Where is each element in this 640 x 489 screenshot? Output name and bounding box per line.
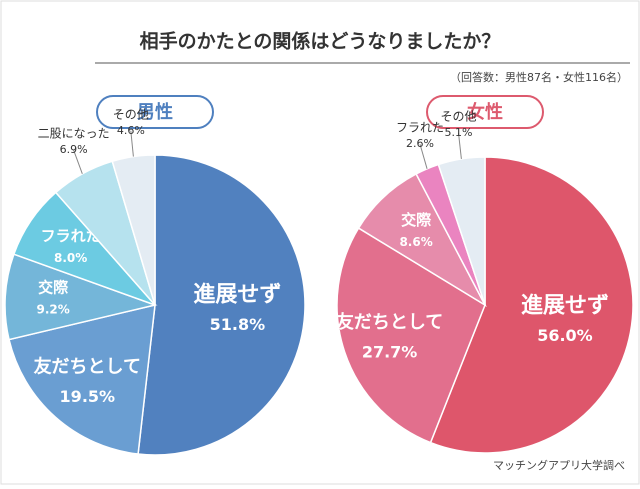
note: （回答数：男性87名・女性116名）: [450, 70, 628, 84]
slice-label: フラれた: [396, 121, 444, 135]
leader-line: [458, 133, 462, 159]
slice-label: 交際: [401, 211, 432, 229]
slice-label: 友だちとして: [34, 355, 141, 377]
leader-line: [73, 149, 83, 174]
pie-slice: [8, 304, 156, 455]
slice-value: 5.1%: [445, 126, 473, 139]
slice-label: フラれた: [41, 227, 101, 245]
slice-label: 交際: [38, 279, 69, 297]
slice-label: 二股になった: [38, 127, 110, 141]
slice-label: 進展せず: [193, 283, 281, 308]
slice-value: 27.7%: [362, 343, 418, 362]
slice-value: 19.5%: [60, 387, 116, 406]
leader-line: [419, 144, 428, 169]
slice-value: 51.8%: [210, 315, 266, 334]
slice-value: 8.0%: [54, 251, 87, 265]
pie-slice: [437, 156, 486, 306]
slice-value: 6.9%: [60, 143, 88, 156]
slice-label: その他: [441, 110, 477, 124]
pie-slice: [4, 253, 158, 341]
slice-label: その他: [113, 107, 149, 121]
pie-slice: [137, 154, 306, 456]
slice-label: 進展せず: [521, 293, 609, 318]
slice-value: 9.2%: [37, 303, 70, 317]
pie-slice: [336, 227, 486, 444]
pie-slice: [429, 156, 634, 454]
pie-title-box: [426, 95, 544, 129]
pie-title: 男性: [137, 101, 173, 123]
pie-title: 女性: [467, 101, 503, 123]
slice-value: 8.6%: [399, 235, 432, 249]
slice-value: 56.0%: [537, 326, 593, 345]
pie-slice: [111, 154, 156, 306]
slice-label: 友だちとして: [336, 311, 443, 333]
source: マッチングアプリ大学調べ: [493, 458, 625, 472]
leader-line: [130, 130, 134, 157]
pie-title-box: [96, 95, 214, 129]
slice-value: 2.6%: [406, 137, 434, 150]
chart-title: 相手のかたとの関係はどうなりましたか？: [140, 30, 501, 53]
slice-value: 4.6%: [117, 124, 145, 137]
